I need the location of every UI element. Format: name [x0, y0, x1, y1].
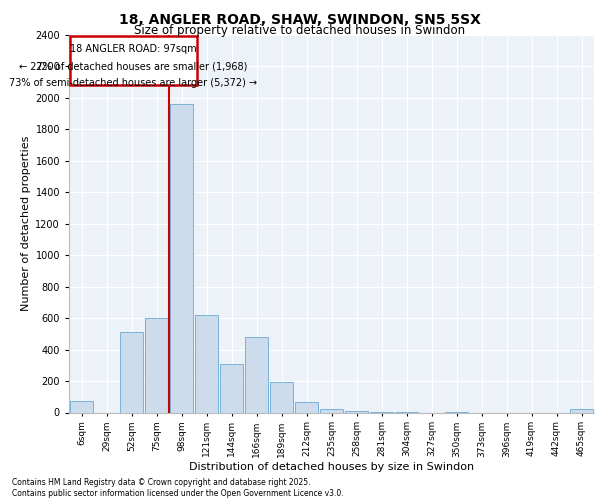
Bar: [145, 318, 169, 412]
Bar: [119, 332, 143, 412]
Bar: [245, 337, 268, 412]
Text: ← 27% of detached houses are smaller (1,968): ← 27% of detached houses are smaller (1,…: [19, 62, 247, 72]
Bar: [269, 382, 293, 412]
Text: Contains HM Land Registry data © Crown copyright and database right 2025.
Contai: Contains HM Land Registry data © Crown c…: [12, 478, 344, 498]
Bar: [194, 315, 218, 412]
Bar: [569, 410, 593, 412]
Text: Size of property relative to detached houses in Swindon: Size of property relative to detached ho…: [134, 24, 466, 37]
Y-axis label: Number of detached properties: Number of detached properties: [21, 136, 31, 312]
X-axis label: Distribution of detached houses by size in Swindon: Distribution of detached houses by size …: [189, 462, 474, 472]
Bar: [320, 408, 343, 412]
Bar: [70, 402, 94, 412]
FancyBboxPatch shape: [70, 36, 197, 84]
Bar: [344, 411, 368, 412]
Text: 18 ANGLER ROAD: 97sqm: 18 ANGLER ROAD: 97sqm: [70, 44, 196, 54]
Text: 18, ANGLER ROAD, SHAW, SWINDON, SN5 5SX: 18, ANGLER ROAD, SHAW, SWINDON, SN5 5SX: [119, 12, 481, 26]
Text: 73% of semi-detached houses are larger (5,372) →: 73% of semi-detached houses are larger (…: [9, 78, 257, 88]
Bar: [220, 364, 244, 412]
Bar: [295, 402, 319, 412]
Bar: [170, 104, 193, 412]
